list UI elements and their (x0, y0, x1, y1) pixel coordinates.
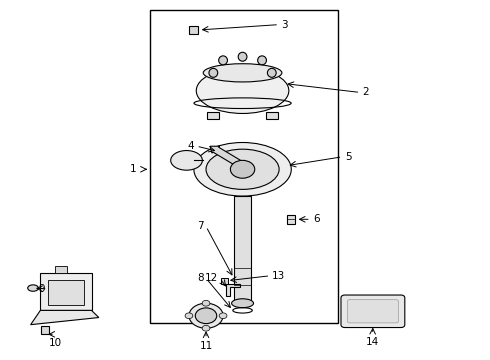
Polygon shape (30, 310, 99, 325)
Ellipse shape (268, 68, 276, 77)
Text: 8: 8 (197, 273, 203, 283)
Text: 12: 12 (205, 273, 218, 283)
FancyArrow shape (210, 146, 245, 168)
Text: 5: 5 (345, 152, 351, 162)
Bar (189, 26, 198, 34)
Ellipse shape (28, 285, 38, 291)
Circle shape (185, 313, 193, 319)
Circle shape (219, 313, 227, 319)
Ellipse shape (258, 56, 267, 65)
Bar (220, 278, 228, 284)
Polygon shape (225, 284, 240, 296)
Bar (48, 280, 84, 305)
Circle shape (202, 325, 210, 331)
Bar (41, 327, 49, 334)
Ellipse shape (171, 150, 202, 170)
Text: 1: 1 (130, 164, 136, 174)
Text: 7: 7 (197, 221, 203, 231)
Circle shape (189, 303, 223, 328)
Ellipse shape (219, 56, 227, 65)
Ellipse shape (209, 68, 218, 77)
Ellipse shape (232, 299, 253, 308)
Ellipse shape (206, 149, 279, 189)
Text: 11: 11 (199, 342, 213, 351)
Ellipse shape (203, 64, 282, 82)
Bar (150, 10, 338, 323)
FancyBboxPatch shape (347, 300, 398, 323)
Circle shape (230, 160, 255, 178)
Text: 4: 4 (187, 141, 194, 151)
Text: 2: 2 (362, 87, 368, 98)
Text: 10: 10 (49, 338, 62, 348)
Text: 13: 13 (272, 271, 285, 281)
Bar (207, 112, 219, 119)
Bar (40, 273, 92, 310)
Bar (234, 196, 251, 303)
Ellipse shape (196, 68, 289, 113)
Text: 9: 9 (39, 284, 45, 294)
Text: 6: 6 (313, 214, 320, 224)
FancyBboxPatch shape (341, 295, 405, 328)
Bar (55, 266, 67, 273)
Circle shape (202, 300, 210, 306)
Text: 14: 14 (366, 337, 379, 347)
Bar (266, 112, 278, 119)
Ellipse shape (194, 143, 291, 196)
Bar (288, 215, 295, 224)
Text: 3: 3 (282, 19, 288, 30)
Circle shape (196, 308, 217, 324)
Ellipse shape (238, 52, 247, 61)
